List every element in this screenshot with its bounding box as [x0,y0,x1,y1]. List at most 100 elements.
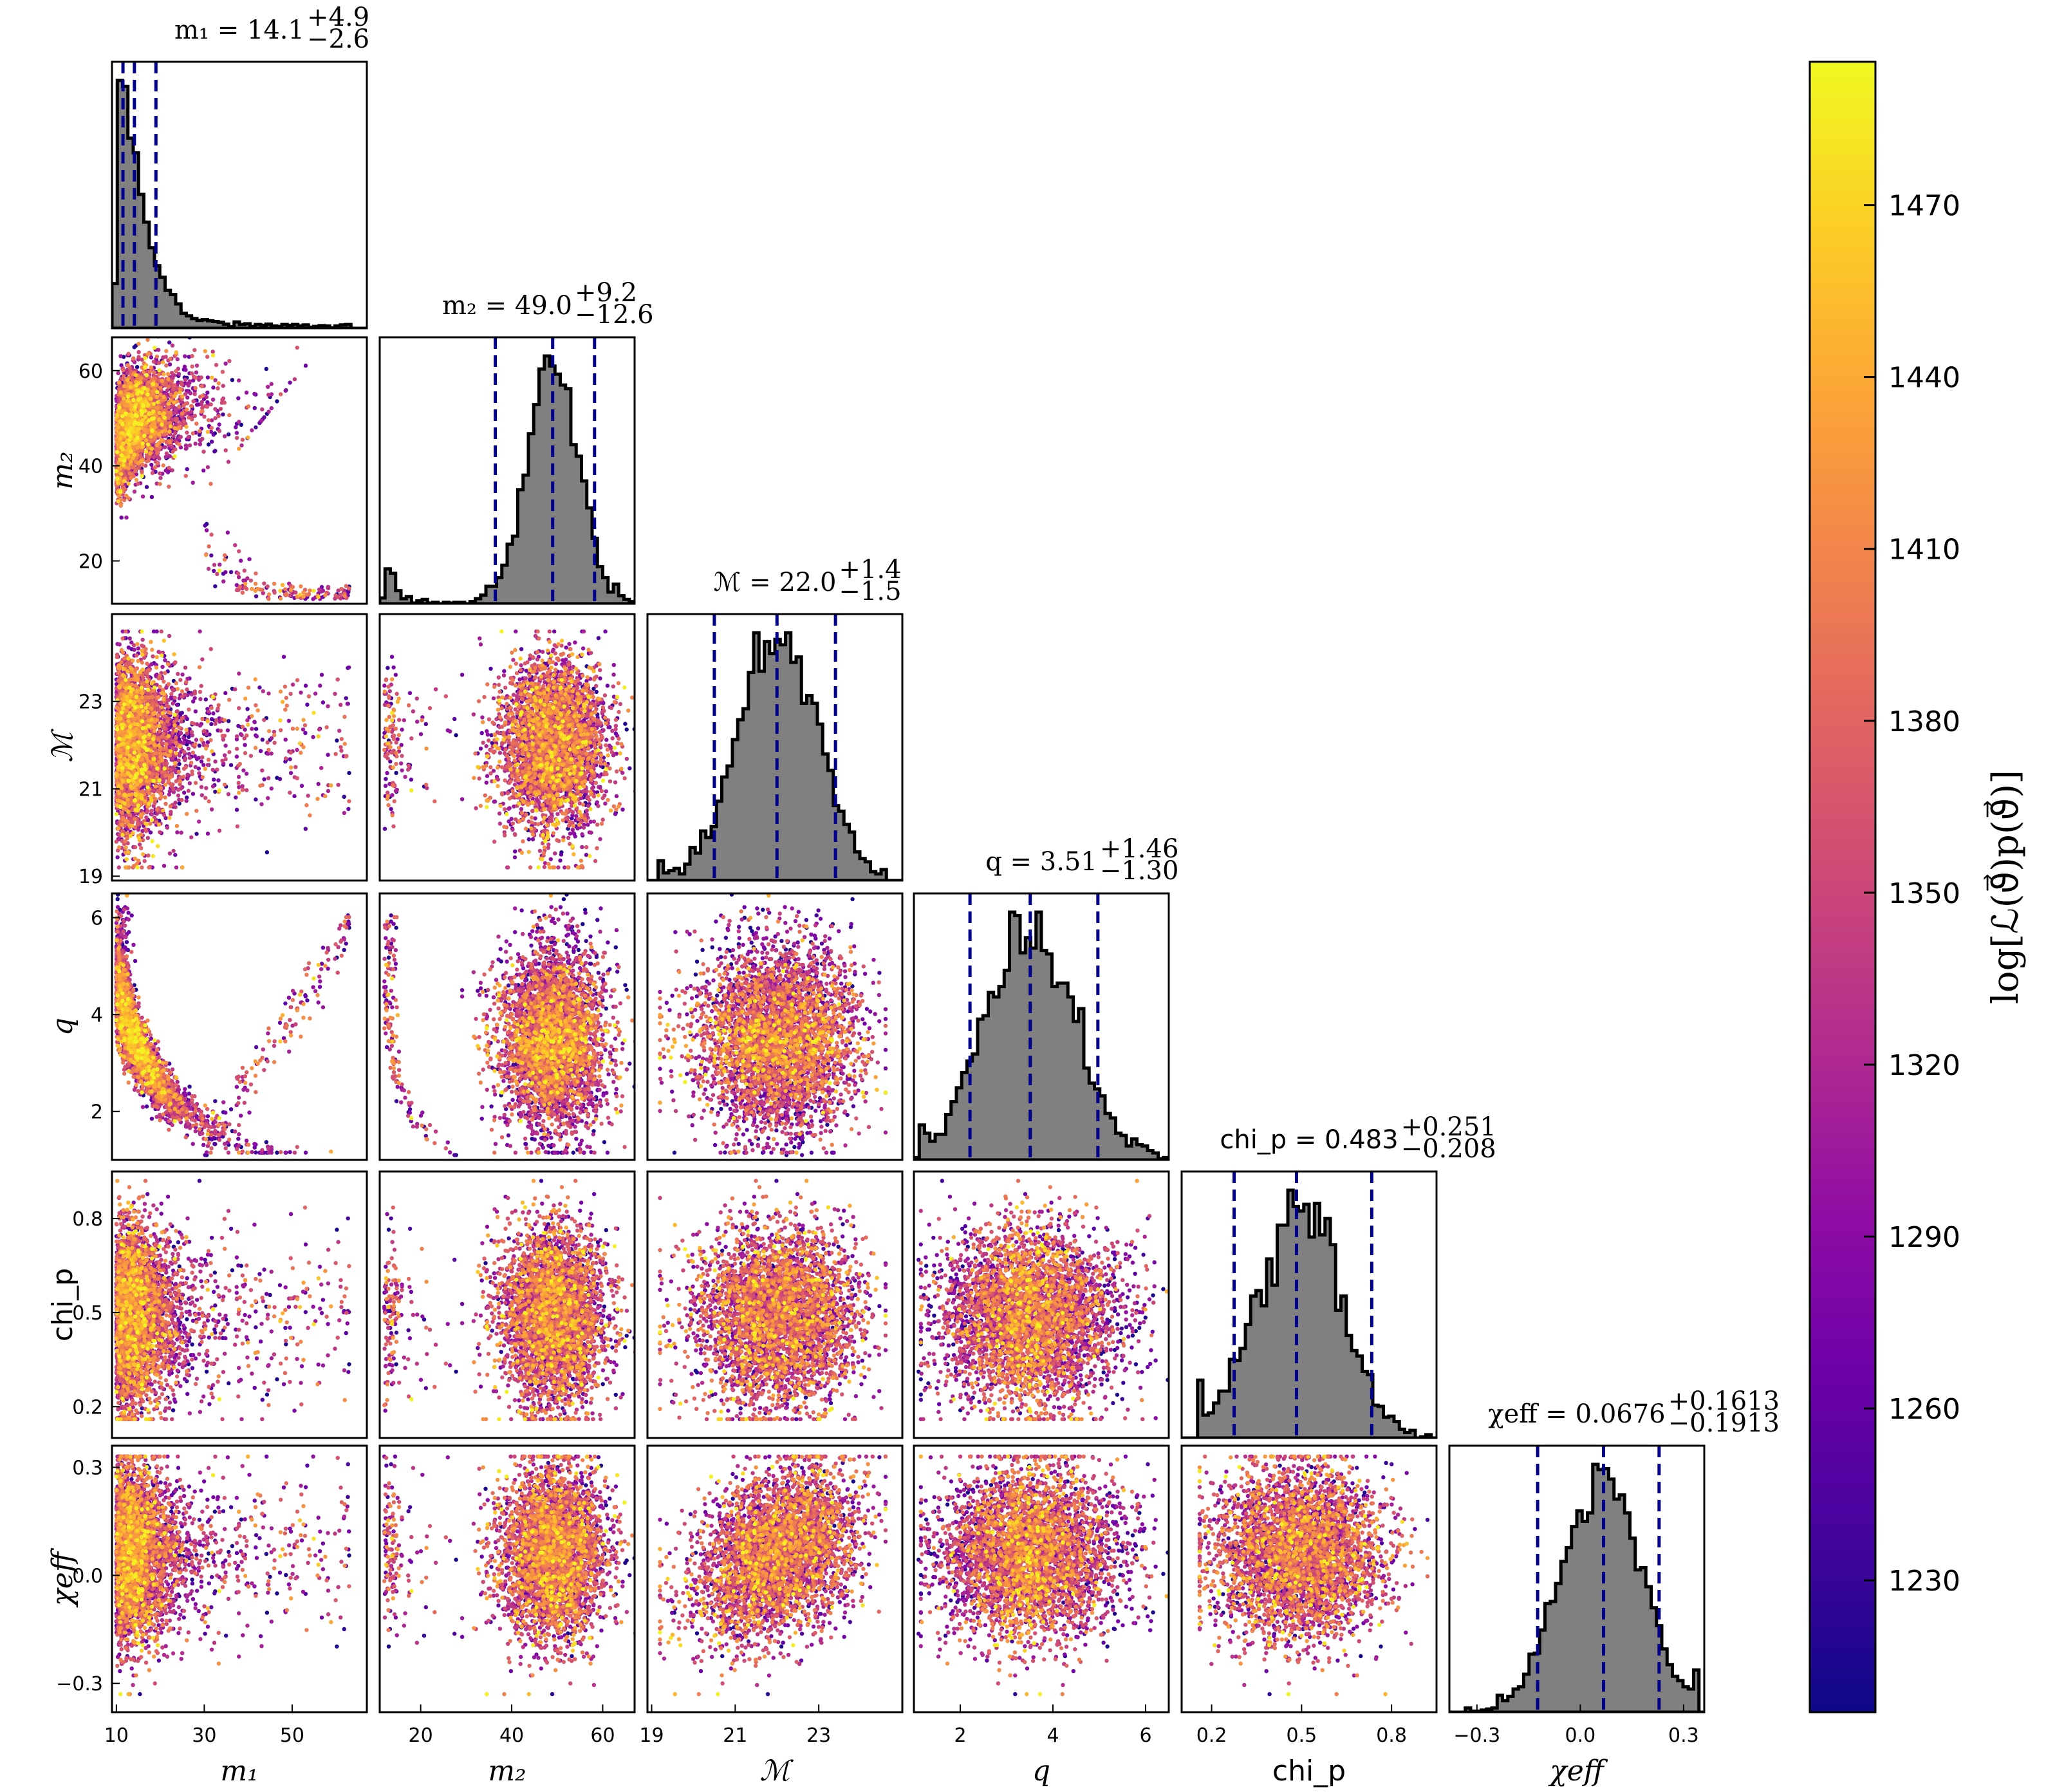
x-tick-label: 2 [954,1724,966,1747]
scatter-points [115,630,351,870]
y-tick-label: 4 [91,1004,103,1027]
colorbar-tick-label: 1230 [1888,1565,1960,1598]
y-tick-label: 19 [79,866,103,888]
title-err-minus: −1.30 [1100,856,1179,886]
scatter-mc-vs-m1 [112,614,367,881]
x-axis-label-chi_eff: χeff [1548,1755,1608,1787]
y-tick-label: 20 [79,550,103,573]
y-tick-label: 6 [91,908,103,930]
title-q: q = 3.51 [985,847,1097,877]
scatter-chi_p-vs-m2 [380,1171,646,1438]
x-axis-label-m2: m₂ [488,1755,526,1787]
scatter-chi_eff-vs-m2 [380,1446,646,1712]
x-tick-label: 19 [639,1724,664,1747]
scatter-q-vs-m1 [112,861,367,1160]
colorbar-label: log[ℒ(ϑ⃗)p(ϑ⃗)] [1984,770,2027,1004]
x-axis-label-q: q [1032,1755,1050,1787]
title-m1: m₁ = 14.1 [174,15,304,45]
title-err-minus: −0.208 [1401,1134,1496,1164]
colorbar-tick-label: 1440 [1888,362,1960,395]
y-axis-label-mc: ℳ [46,729,79,763]
scatter-chi_p-vs-m1 [112,1171,367,1438]
x-tick-label: 0.8 [1376,1724,1407,1747]
histogram-m1 [112,62,367,328]
x-tick-label: 4 [1046,1724,1059,1747]
x-tick-label: 0.2 [1196,1724,1227,1747]
colorbar-tick-label: 1290 [1888,1221,1960,1254]
x-axis-label-mc: ℳ [759,1755,794,1787]
x-tick-label: 20 [409,1724,433,1747]
y-axis-labels-layer: 204060m₂192123ℳ246q0.20.50.8chi_p−0.30.0… [46,360,103,1695]
x-tick-label: 21 [723,1724,747,1747]
scatter-chi_p-vs-mc [647,1171,902,1438]
panels-layer [112,62,1704,1712]
colorbar-tick-label: 1260 [1888,1393,1960,1426]
scatter-points [382,1455,646,1697]
scatter-q-vs-mc [647,861,902,1160]
histogram-bars [1182,1190,1437,1438]
colorbar-gradient [1810,62,1875,1712]
histogram-chi_p [1182,1171,1437,1438]
x-axis-label-chi_p: chi_p [1272,1755,1346,1787]
histogram-m2 [380,337,635,604]
scatter-chi_eff-vs-m1 [112,1446,367,1712]
x-tick-label: 0.3 [1668,1724,1699,1747]
scatter-points [658,861,888,1157]
scatter-chi_p-vs-q [914,1171,1200,1438]
title-err-minus: −12.6 [575,300,654,330]
histogram-bars [1449,1464,1704,1712]
histogram-bars [914,912,1169,1160]
scatter-chi_eff-vs-mc [647,1446,902,1712]
histogram-q [914,893,1169,1160]
x-tick-label: 40 [499,1724,524,1747]
y-tick-label: 2 [91,1101,103,1124]
scatter-mc-vs-m2 [380,614,646,881]
y-tick-label: 60 [79,360,103,383]
title-chi_p: chi_p = 0.483 [1220,1125,1398,1155]
scatter-points [115,1179,351,1421]
x-axis-labels-layer: 10 30 50 m₁ 20 40 60 m₂ 19 21 23 ℳ 2 4 6 q 0.2 0.5 0.8 chi_… [104,1724,1699,1787]
scatter-chi_eff-vs-q [914,1446,1200,1712]
x-tick-label: 0.0 [1565,1724,1595,1747]
x-tick-label: 0.5 [1286,1724,1317,1747]
scatter-points [115,1455,351,1697]
x-tick-label: 60 [590,1724,615,1747]
scatter-points [382,861,646,1157]
y-tick-label: 0.8 [72,1208,103,1231]
scatter-points [115,861,351,1157]
scatter-points [658,1455,888,1697]
x-axis-label-m1: m₁ [220,1755,258,1787]
x-tick-label: 10 [104,1724,129,1747]
y-tick-label: 0.2 [72,1396,103,1419]
titles-layer: m₁ = 14.1 +4.9−2.6m₂ = 49.0 +9.2−12.6ℳ = 2… [174,3,1780,1438]
colorbar-tick-label: 1350 [1888,877,1960,910]
title-err-minus: −0.1913 [1668,1408,1780,1438]
histogram-bars [380,356,635,604]
y-tick-label: 40 [79,456,103,478]
scatter-points [916,1179,1200,1421]
y-tick-label: 23 [79,691,103,714]
x-tick-label: 6 [1139,1724,1151,1747]
y-axis-label-q: q [46,1018,79,1036]
x-tick-label: 50 [280,1724,304,1747]
scatter-points [382,1179,646,1421]
x-tick-label: 30 [192,1724,216,1747]
x-tick-label: 23 [806,1724,831,1747]
histogram-bars [112,80,367,328]
title-chi_eff: χeff = 0.0676 [1488,1399,1665,1429]
scatter-points [382,630,646,870]
scatter-points [115,326,351,601]
colorbar-tick-label: 1470 [1888,190,1960,223]
scatter-points [1198,1455,1429,1697]
scatter-chi_eff-vs-chi_p [1182,1446,1437,1712]
colorbar-tick-label: 1410 [1888,534,1960,566]
histogram-chi_eff [1449,1446,1704,1712]
scatter-q-vs-m2 [380,861,646,1160]
y-axis-label-chi_p: chi_p [46,1268,79,1341]
histogram-bars [647,633,902,881]
y-tick-label: 21 [79,778,103,801]
y-axis-label-m2: m₂ [46,451,79,489]
